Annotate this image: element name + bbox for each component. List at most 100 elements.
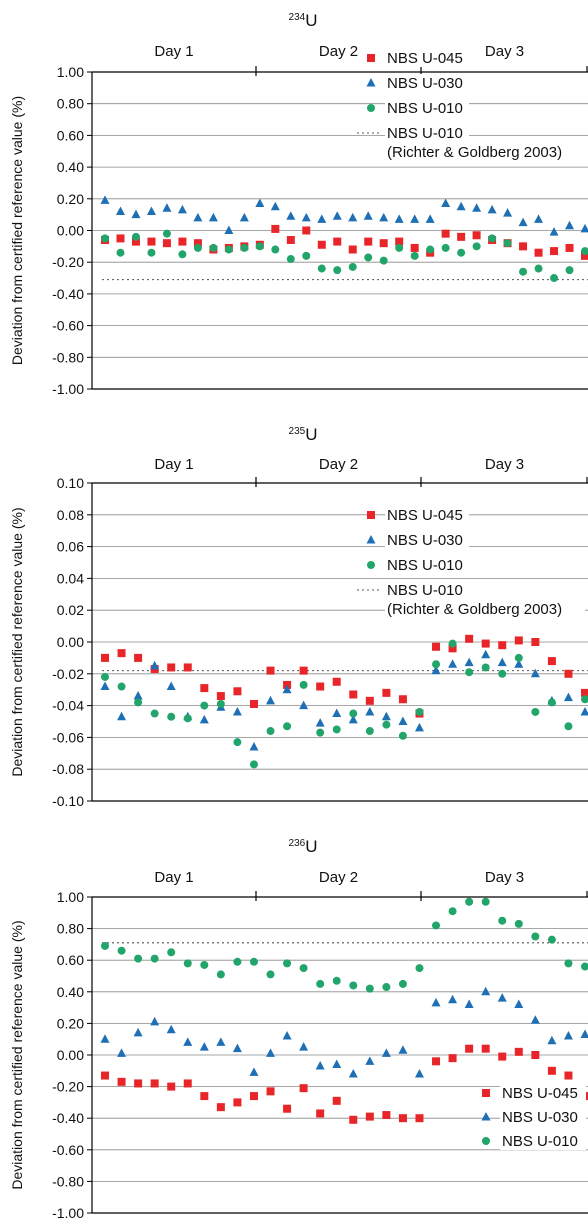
data-point-circle [300, 681, 308, 689]
data-point-triangle [332, 1059, 341, 1068]
data-point-triangle [581, 707, 588, 716]
data-point-triangle [441, 199, 450, 208]
data-point-square [548, 657, 556, 665]
data-point-square [449, 1054, 457, 1062]
data-point-square [349, 690, 357, 698]
data-point-triangle [465, 658, 474, 667]
y-tick-label: 0.06 [57, 539, 84, 555]
y-tick-label: 1.00 [57, 64, 84, 80]
y-tick-label: 0.08 [57, 507, 84, 523]
data-point-square [184, 1079, 192, 1087]
data-point-triangle [365, 707, 374, 716]
data-point-circle [101, 673, 109, 681]
data-point-circle [233, 738, 241, 746]
data-point-square [101, 654, 109, 662]
data-point-square [366, 697, 374, 705]
y-tick-label: 0.80 [57, 96, 84, 112]
y-tick-label: -0.10 [52, 793, 84, 809]
data-point-circle [250, 958, 258, 966]
data-point-square [250, 1092, 258, 1100]
y-tick-label: -1.00 [52, 381, 84, 397]
legend-marker-triangle [482, 1112, 491, 1121]
data-point-triangle [564, 1031, 573, 1040]
chart-panel-1: 234U1.000.800.600.400.200.00-0.20-0.40-0… [9, 11, 588, 397]
data-point-square [465, 1045, 473, 1053]
y-tick-label: -0.60 [52, 1142, 84, 1158]
data-point-square [411, 244, 419, 252]
data-point-circle [316, 729, 324, 737]
legend-label: NBS U-045 [502, 1085, 578, 1102]
data-point-circle [426, 246, 434, 254]
data-point-circle [333, 977, 341, 985]
data-point-circle [118, 947, 126, 955]
data-point-square [333, 1097, 341, 1105]
data-point-circle [395, 244, 403, 252]
data-point-circle [250, 760, 258, 768]
data-point-circle [548, 936, 556, 944]
data-point-circle [515, 920, 523, 928]
data-point-circle [116, 249, 124, 257]
data-point-triangle [365, 1056, 374, 1065]
y-tick-label: -0.80 [52, 349, 84, 365]
data-point-triangle [150, 1017, 159, 1025]
data-point-circle [449, 907, 457, 915]
y-tick-label: 0.02 [57, 602, 84, 618]
data-point-triangle [379, 213, 388, 222]
data-point-triangle [503, 208, 512, 217]
data-point-triangle [426, 214, 435, 223]
data-point-circle [209, 244, 217, 252]
data-point-square [457, 233, 465, 241]
data-point-square [200, 1092, 208, 1100]
data-point-triangle [178, 205, 187, 214]
y-tick-label: 0.60 [57, 952, 84, 968]
legend-note: (Richter & Goldberg 2003) [387, 601, 562, 618]
data-point-square [535, 249, 543, 257]
legend-marker-triangle [367, 535, 376, 544]
data-point-triangle [286, 211, 295, 220]
y-tick-label: 0.00 [57, 1047, 84, 1063]
data-point-circle [267, 970, 275, 978]
data-point-triangle [547, 1036, 556, 1045]
data-point-square [178, 238, 186, 246]
data-point-circle [442, 244, 450, 252]
data-point-circle [519, 268, 527, 276]
data-point-circle [366, 727, 374, 735]
data-point-circle [349, 263, 357, 271]
data-point-triangle [550, 227, 559, 236]
legend-label: NBS U-010 [387, 582, 463, 599]
legend-marker-circle [482, 1137, 490, 1145]
day-label: Day 1 [154, 869, 193, 886]
data-point-triangle [382, 712, 391, 721]
data-point-square [217, 1103, 225, 1111]
data-point-triangle [271, 202, 280, 211]
data-point-triangle [581, 1029, 588, 1038]
legend-marker-square [367, 54, 375, 62]
data-point-square [316, 683, 324, 691]
data-point-circle [147, 249, 155, 257]
data-point-triangle [116, 206, 125, 215]
y-tick-label: -0.06 [52, 729, 84, 745]
chart-panel-2: 235U0.100.080.060.040.020.00-0.02-0.04-0… [9, 425, 588, 809]
data-point-square [267, 1087, 275, 1095]
data-point-circle [333, 725, 341, 733]
data-point-triangle [266, 1048, 275, 1057]
data-point-circle [233, 958, 241, 966]
chart-title: 235U [289, 425, 318, 444]
data-point-circle [457, 249, 465, 257]
data-point-square [151, 1079, 159, 1087]
isotope-mass-number: 234 [289, 12, 306, 23]
data-point-circle [415, 708, 423, 716]
data-point-square [349, 246, 357, 254]
data-point-circle [382, 721, 390, 729]
data-point-square [519, 242, 527, 250]
data-point-triangle [415, 723, 424, 732]
data-point-circle [564, 722, 572, 730]
data-point-triangle [498, 993, 507, 1002]
data-point-circle [380, 257, 388, 265]
data-point-circle [498, 917, 506, 925]
data-point-triangle [581, 224, 588, 233]
legend-label: NBS U-030 [387, 532, 463, 549]
